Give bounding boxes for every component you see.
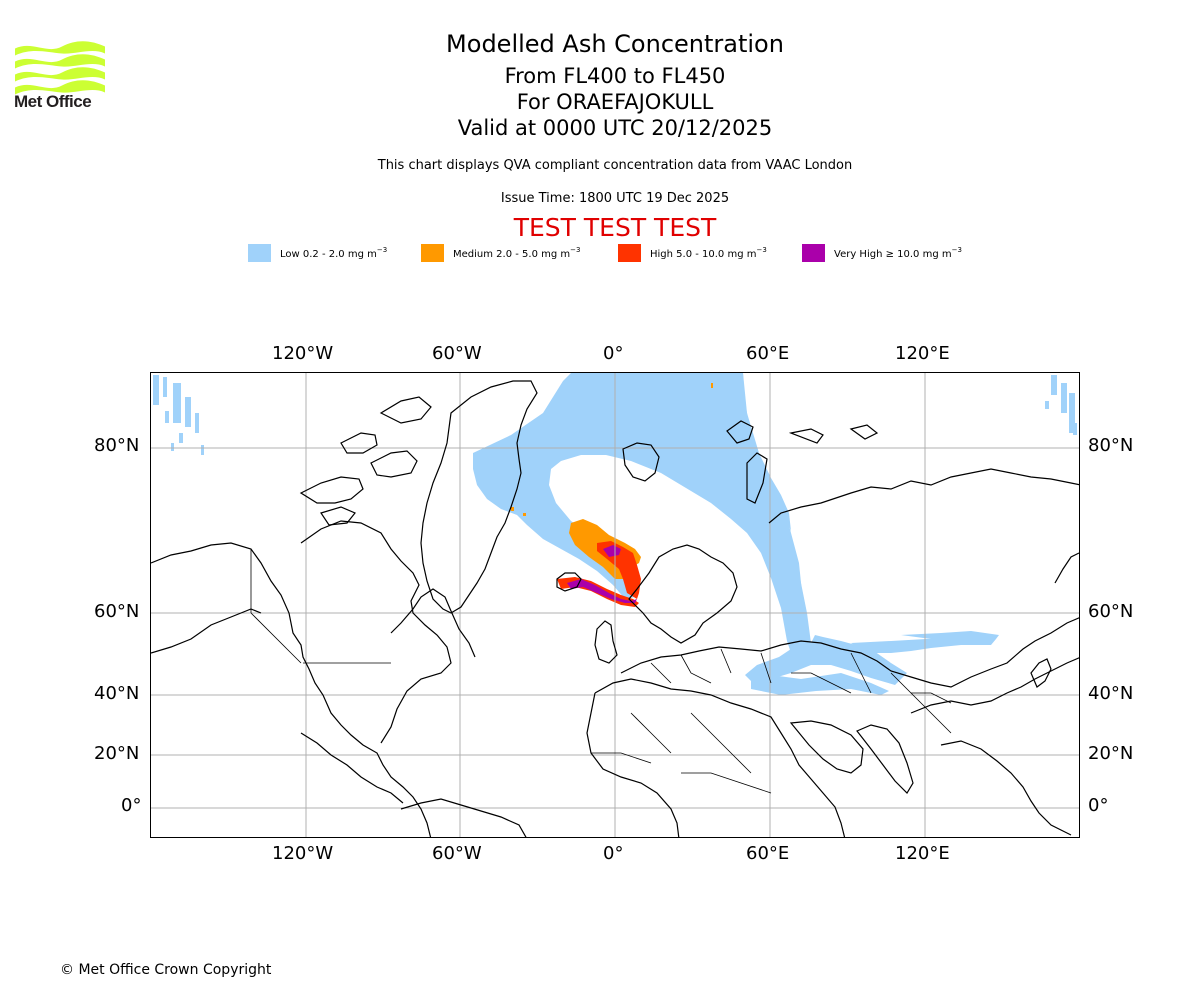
lat-label-right-60n: 60°N <box>1088 601 1134 622</box>
lon-label-top-60w: 60°W <box>432 343 482 364</box>
legend-label-very-high: Very High ≥ 10.0 mg m <box>834 249 952 260</box>
coastlines <box>151 380 1079 837</box>
lon-label-top-0: 0° <box>603 343 624 364</box>
country-borders <box>250 549 952 794</box>
lat-label-left-0: 0° <box>121 795 142 816</box>
met-office-wordmark: Met Office <box>14 92 92 111</box>
legend-label-low: Low 0.2 - 2.0 mg m <box>280 249 377 260</box>
legend-label-high: High 5.0 - 10.0 mg m <box>650 249 757 260</box>
legend-swatch-very-high <box>802 244 825 262</box>
lat-label-left-80n: 80°N <box>94 435 140 456</box>
legend-label-medium: Medium 2.0 - 5.0 mg m <box>453 249 571 260</box>
legend-item-medium: Medium 2.0 - 5.0 mg m−3 <box>421 244 580 262</box>
lat-label-left-60n: 60°N <box>94 601 140 622</box>
legend-item-low: Low 0.2 - 2.0 mg m−3 <box>248 244 387 262</box>
legend-swatch-high <box>618 244 641 262</box>
issue-time: Issue Time: 1800 UTC 19 Dec 2025 <box>500 191 730 206</box>
legend-swatch-low <box>248 244 271 262</box>
legend-item-very-high: Very High ≥ 10.0 mg m−3 <box>802 244 962 262</box>
lat-label-right-80n: 80°N <box>1088 435 1134 456</box>
test-banner: TEST TEST TEST <box>513 213 717 242</box>
ash-very-high-layer <box>567 545 637 603</box>
source-note: This chart displays QVA compliant concen… <box>377 158 853 173</box>
lat-label-left-20n: 20°N <box>94 743 140 764</box>
lon-label-top-120w: 120°W <box>272 343 334 364</box>
met-office-logo-icon <box>15 41 105 95</box>
ash-concentration-map[interactable] <box>150 372 1080 838</box>
valid-time: Valid at 0000 UTC 20/12/2025 <box>457 116 773 140</box>
legend-item-high: High 5.0 - 10.0 mg m−3 <box>618 244 767 262</box>
graticule <box>151 373 1079 837</box>
lat-label-right-0: 0° <box>1088 795 1109 816</box>
chart-title: Modelled Ash Concentration <box>446 30 784 58</box>
lon-label-bottom-60e: 60°E <box>746 843 790 864</box>
lon-label-bottom-120e: 120°E <box>895 843 950 864</box>
ash-low-layer <box>153 373 1077 695</box>
lon-label-bottom-0: 0° <box>603 843 624 864</box>
lon-label-bottom-120w: 120°W <box>272 843 334 864</box>
lon-label-top-120e: 120°E <box>895 343 950 364</box>
lat-label-right-40n: 40°N <box>1088 683 1134 704</box>
volcano-name: For ORAEFAJOKULL <box>516 90 714 114</box>
lon-label-top-60e: 60°E <box>746 343 790 364</box>
copyright-notice: © Met Office Crown Copyright <box>60 962 272 978</box>
map-canvas <box>151 373 1079 837</box>
lon-label-bottom-60w: 60°W <box>432 843 482 864</box>
lat-label-right-20n: 20°N <box>1088 743 1134 764</box>
lat-label-left-40n: 40°N <box>94 683 140 704</box>
flight-levels: From FL400 to FL450 <box>504 64 726 88</box>
legend-swatch-medium <box>421 244 444 262</box>
